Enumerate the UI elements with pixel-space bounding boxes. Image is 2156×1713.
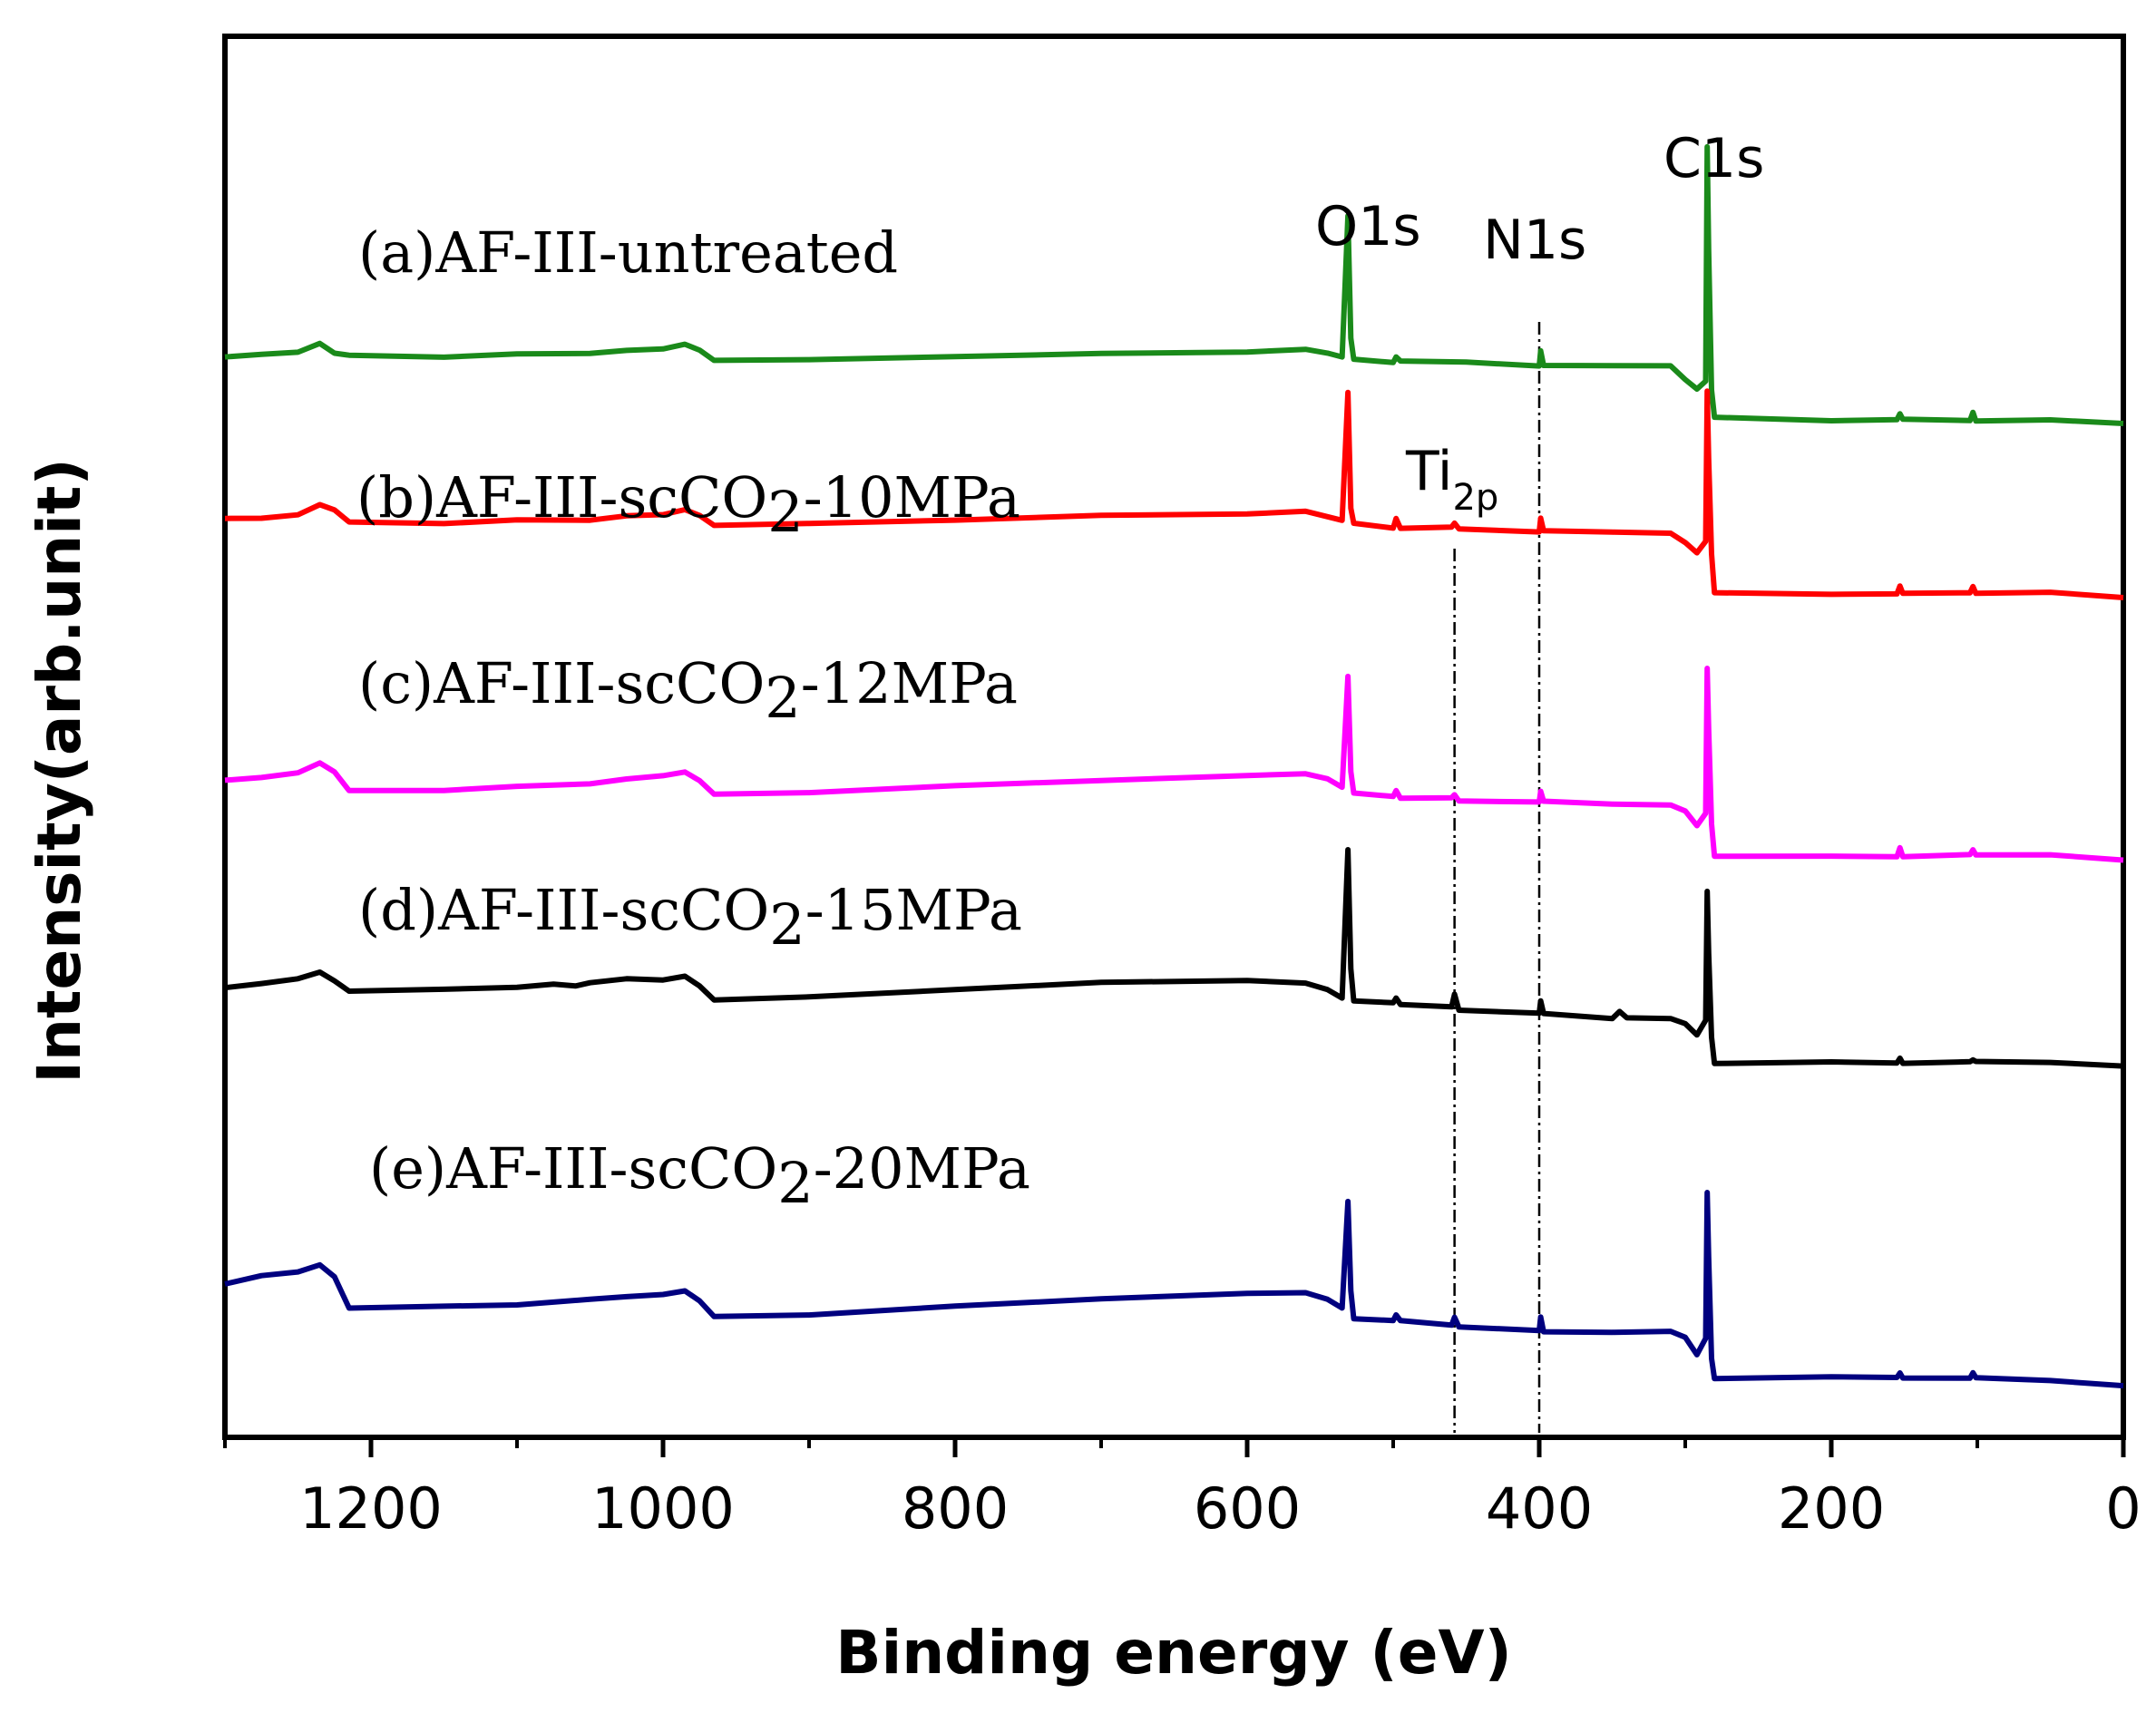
x-tick-label: 200 <box>1778 1475 1885 1542</box>
series-line <box>224 388 2124 600</box>
series-line <box>224 143 2124 426</box>
series-label: (a)AF-III-untreated <box>358 219 898 286</box>
peak-label: Ti2p <box>1405 440 1498 519</box>
series-labels: (a)AF-III-untreated (b)AF-III-scCO2-10MPa… <box>356 219 1030 1216</box>
x-axis-title: Binding energy (eV) <box>835 1618 1511 1688</box>
peak-label: C1s <box>1663 127 1764 190</box>
series-lines <box>224 143 2124 1389</box>
x-tick-label: 0 <box>2105 1475 2141 1542</box>
series-label: (b)AF-III-scCO2-10MPa <box>356 464 1020 545</box>
y-axis-title: Intensity(arb.unit) <box>24 458 94 1083</box>
plot-frame <box>222 34 2126 1440</box>
x-tick-label: 400 <box>1486 1475 1593 1542</box>
x-tick-label: 600 <box>1194 1475 1301 1542</box>
series-line <box>224 666 2124 863</box>
x-tick-label: 800 <box>902 1475 1009 1542</box>
reference-lines <box>1453 322 1541 1433</box>
series-line <box>224 847 2124 1069</box>
x-tick-label: 1200 <box>299 1475 443 1542</box>
series-line <box>224 1190 2124 1389</box>
peak-label: O1s <box>1315 195 1421 258</box>
peak-labels: O1s N1s C1s Ti2p <box>1315 127 1764 519</box>
series-label: (d)AF-III-scCO2-15MPa <box>358 877 1022 958</box>
series-label: (e)AF-III-scCO2-20MPa <box>369 1135 1030 1216</box>
series-label: (c)AF-III-scCO2-12MPa <box>358 650 1018 731</box>
x-tick-label: 1000 <box>591 1475 735 1542</box>
peak-label: N1s <box>1483 209 1586 272</box>
x-axis: 1200 1000 800 600 400 200 0 <box>223 1437 2141 1542</box>
